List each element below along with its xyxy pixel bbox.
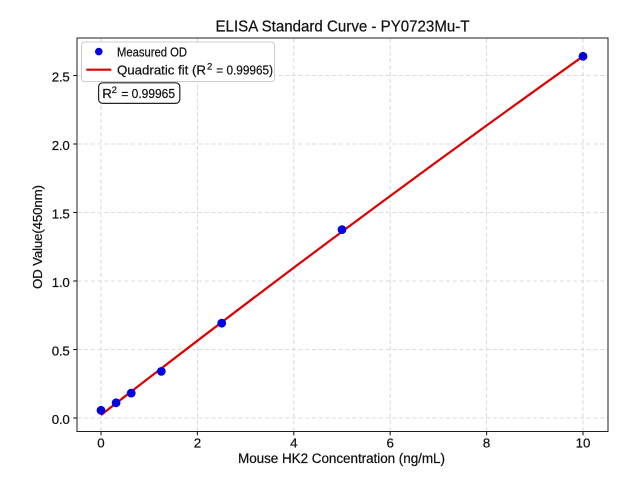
svg-text:0.5: 0.5 bbox=[52, 343, 70, 358]
svg-text:2: 2 bbox=[112, 85, 117, 96]
svg-text:1.0: 1.0 bbox=[52, 275, 70, 290]
svg-text:= 0.99965: = 0.99965 bbox=[118, 86, 175, 101]
svg-text:10: 10 bbox=[576, 436, 591, 451]
svg-text:Quadratic fit (R: Quadratic fit (R bbox=[117, 63, 206, 78]
svg-text:1.5: 1.5 bbox=[52, 206, 70, 221]
svg-text:OD Value(450nm): OD Value(450nm) bbox=[30, 185, 45, 289]
svg-text:= 0.99965): = 0.99965) bbox=[213, 63, 273, 78]
svg-text:2: 2 bbox=[194, 436, 201, 451]
svg-text:R: R bbox=[102, 86, 112, 101]
svg-text:6: 6 bbox=[386, 436, 393, 451]
svg-text:8: 8 bbox=[483, 436, 490, 451]
svg-text:0: 0 bbox=[97, 436, 104, 451]
svg-text:ELISA Standard Curve - PY0723M: ELISA Standard Curve - PY0723Mu-T bbox=[216, 19, 470, 36]
svg-text:Measured OD: Measured OD bbox=[117, 45, 187, 60]
svg-text:4: 4 bbox=[290, 436, 297, 451]
svg-text:Mouse HK2 Concentration (ng/mL: Mouse HK2 Concentration (ng/mL) bbox=[238, 451, 445, 466]
svg-text:2: 2 bbox=[207, 62, 212, 73]
svg-text:2.0: 2.0 bbox=[52, 138, 70, 153]
svg-text:2.5: 2.5 bbox=[52, 69, 70, 84]
svg-text:0.0: 0.0 bbox=[52, 412, 70, 427]
